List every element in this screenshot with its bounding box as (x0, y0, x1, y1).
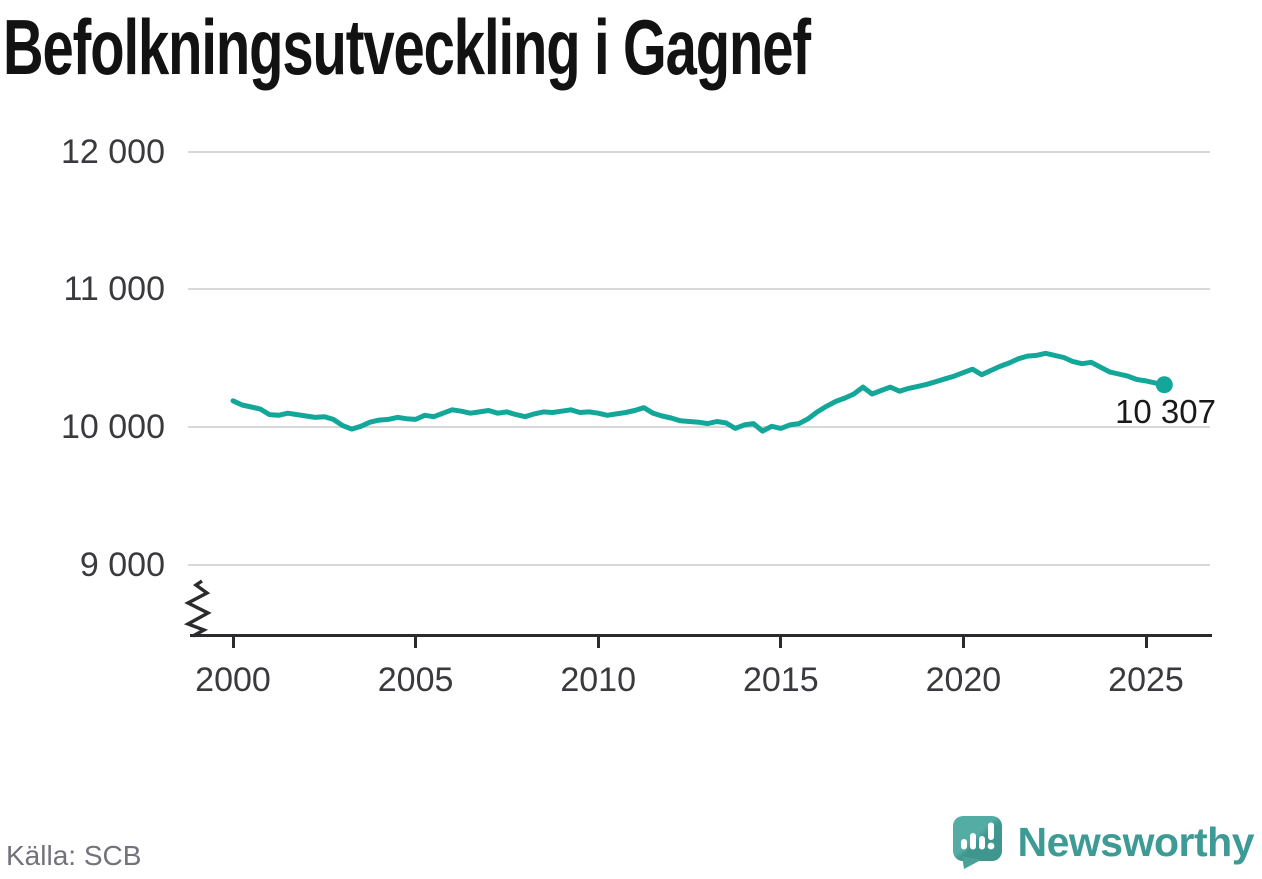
gridline (188, 288, 1210, 291)
last-value-label: 10 307 (1115, 393, 1216, 430)
x-tick (231, 636, 235, 648)
y-tick-label: 11 000 (63, 270, 165, 309)
gridline (188, 563, 1210, 566)
newsworthy-wordmark: Newsworthy (1017, 818, 1255, 865)
x-tick-label: 2005 (377, 661, 454, 699)
y-tick-label: 12 000 (61, 132, 165, 171)
last-value-dot (1155, 376, 1173, 394)
x-tick-label: 2020 (925, 661, 1002, 699)
population-line (230, 350, 1167, 434)
gridline (188, 426, 1210, 428)
source-note: Källa: SCB (6, 840, 142, 871)
x-tick (1144, 636, 1148, 648)
x-axis-line (190, 634, 1212, 637)
newsworthy-logo: Newsworthy (951, 814, 1255, 870)
y-tick-label: 9 000 (79, 545, 165, 584)
x-tick-label: 2025 (1108, 661, 1184, 699)
x-tick-label: 2010 (560, 661, 636, 699)
x-tick (779, 636, 783, 648)
newsworthy-icon (952, 816, 1002, 869)
x-tick (961, 636, 965, 648)
x-tick-label: 2015 (742, 661, 819, 699)
gridline (188, 150, 1210, 153)
x-tick (596, 636, 600, 648)
x-tick (414, 636, 418, 648)
x-tick-label: 2000 (195, 661, 271, 699)
y-tick-label: 10 000 (61, 408, 165, 446)
axis-break-icon (183, 579, 212, 638)
chart-title: Befolkningsutveckling i Gagnef (3, 3, 811, 91)
